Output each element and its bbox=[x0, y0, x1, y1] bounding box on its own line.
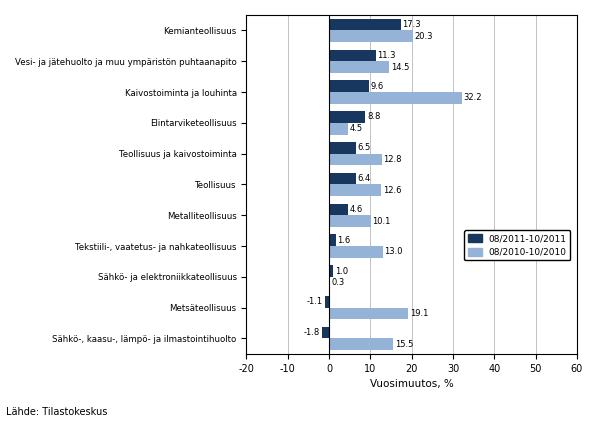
Bar bbox=[329, 173, 355, 184]
Text: 19.1: 19.1 bbox=[410, 309, 428, 318]
Text: 4.6: 4.6 bbox=[350, 205, 363, 214]
Text: 1.0: 1.0 bbox=[335, 266, 348, 275]
Bar bbox=[322, 327, 329, 338]
Bar bbox=[329, 215, 371, 227]
Bar bbox=[329, 123, 347, 135]
Bar bbox=[329, 80, 369, 92]
Bar bbox=[329, 203, 348, 215]
Text: 6.4: 6.4 bbox=[357, 174, 370, 183]
Bar bbox=[329, 277, 330, 288]
Bar bbox=[329, 142, 356, 154]
Text: Lähde: Tilastokeskus: Lähde: Tilastokeskus bbox=[6, 407, 108, 417]
Text: 32.2: 32.2 bbox=[463, 93, 482, 102]
Text: 12.8: 12.8 bbox=[383, 155, 402, 164]
Bar bbox=[329, 61, 389, 73]
Text: 9.6: 9.6 bbox=[370, 82, 384, 91]
Text: 0.3: 0.3 bbox=[332, 278, 345, 287]
Text: 13.0: 13.0 bbox=[385, 248, 403, 256]
Bar bbox=[329, 265, 333, 277]
Text: 1.6: 1.6 bbox=[337, 236, 350, 245]
Bar bbox=[329, 19, 401, 30]
Bar bbox=[329, 30, 413, 42]
Text: 4.5: 4.5 bbox=[349, 124, 362, 133]
Bar bbox=[329, 234, 335, 246]
Bar bbox=[329, 338, 393, 350]
Legend: 08/2011-10/2011, 08/2010-10/2010: 08/2011-10/2011, 08/2010-10/2010 bbox=[465, 230, 570, 261]
Text: -1.1: -1.1 bbox=[307, 297, 323, 306]
Bar bbox=[329, 50, 376, 61]
Text: 20.3: 20.3 bbox=[414, 32, 433, 41]
Text: 12.6: 12.6 bbox=[383, 186, 401, 195]
Bar bbox=[325, 296, 329, 308]
Text: 14.5: 14.5 bbox=[390, 63, 409, 72]
Text: 10.1: 10.1 bbox=[373, 216, 391, 226]
Bar bbox=[329, 154, 382, 165]
Text: 6.5: 6.5 bbox=[358, 143, 371, 152]
Text: 17.3: 17.3 bbox=[402, 20, 421, 29]
Bar bbox=[329, 92, 462, 104]
Text: -1.8: -1.8 bbox=[304, 328, 320, 337]
Bar bbox=[329, 184, 381, 196]
Bar bbox=[329, 246, 383, 258]
Text: 8.8: 8.8 bbox=[367, 112, 380, 122]
Text: 11.3: 11.3 bbox=[377, 51, 396, 60]
Text: 15.5: 15.5 bbox=[395, 340, 413, 349]
Bar bbox=[329, 308, 408, 320]
X-axis label: Vuosimuutos, %: Vuosimuutos, % bbox=[370, 379, 453, 389]
Bar bbox=[329, 111, 365, 123]
